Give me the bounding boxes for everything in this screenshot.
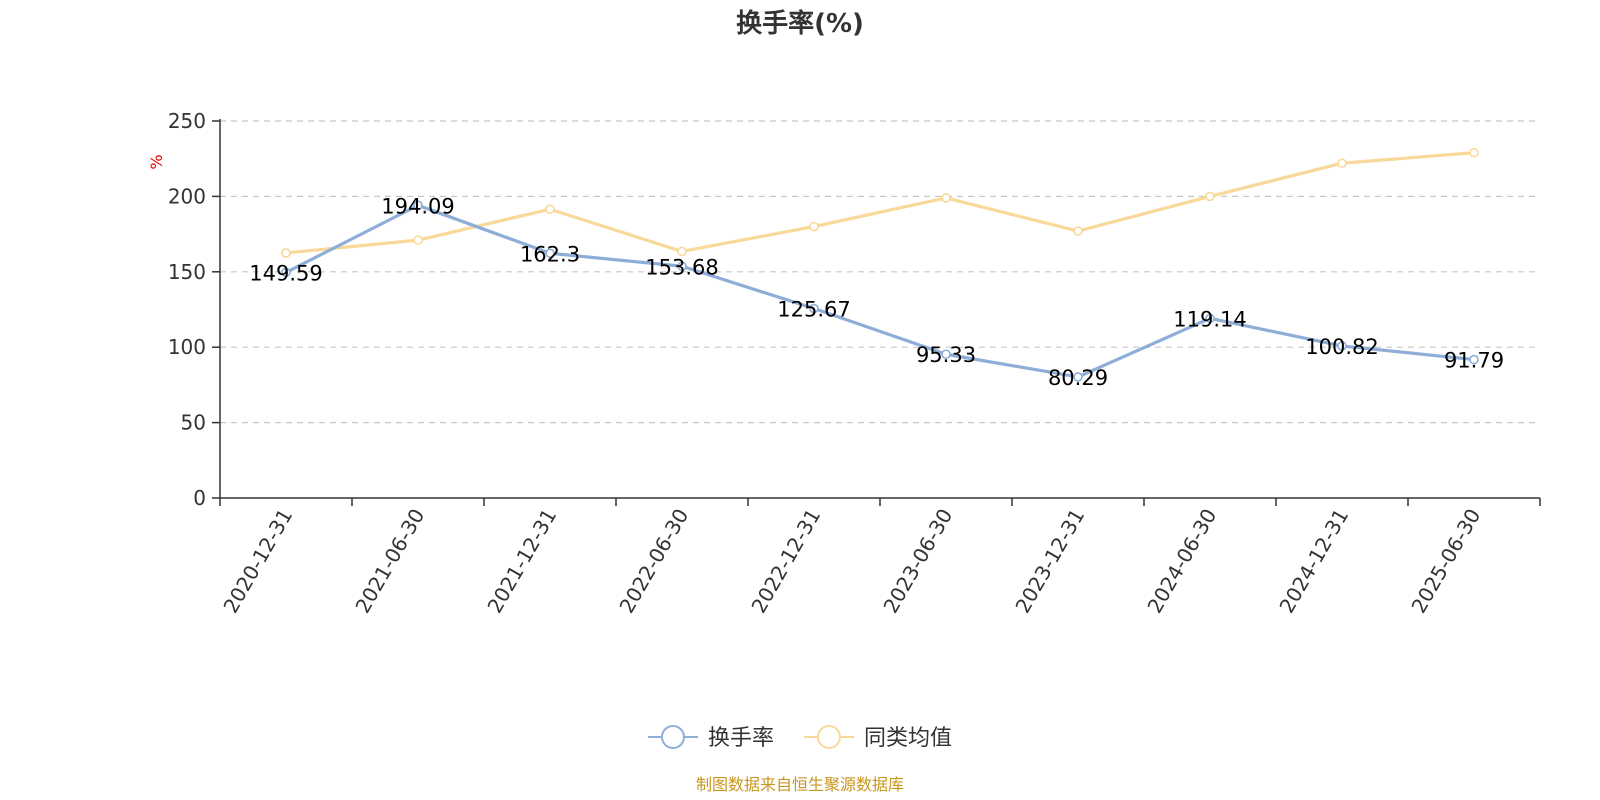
y-tick-label: 50	[181, 411, 206, 435]
legend-marker-0	[661, 725, 685, 749]
y-tick-label: 150	[168, 260, 206, 284]
data-point	[1337, 341, 1347, 351]
x-tick-label: 2022-06-30	[614, 505, 693, 618]
legend: 换手率 同类均值	[648, 725, 952, 751]
data-point	[941, 349, 951, 360]
y-tick-label: 200	[168, 184, 206, 208]
x-tick-label: 2025-06-30	[1406, 505, 1485, 618]
y-axis-unit: %	[147, 154, 166, 169]
data-label: 80.29	[1048, 366, 1108, 390]
axes: 0 50 100 150 200 250 2020-12-31 2021-06-30 2021-…	[168, 109, 1541, 618]
legend-label-0: 换手率	[708, 726, 774, 751]
data-point	[1337, 158, 1347, 169]
data-point	[281, 267, 291, 278]
x-tick-label: 2023-06-30	[878, 505, 957, 618]
data-point	[545, 204, 555, 215]
data-point	[1205, 313, 1215, 324]
legend-label-1: 同类均值	[864, 726, 952, 751]
data-point	[413, 200, 423, 211]
series-line-1	[285, 151, 1475, 255]
data-label: 194.09	[381, 194, 454, 218]
grid-lines	[220, 120, 1540, 424]
series-line-0	[285, 203, 1475, 379]
y-tick-label: 100	[168, 335, 206, 359]
data-point	[1205, 191, 1215, 202]
series-lines	[281, 147, 1479, 382]
x-tick-label: 2022-12-31	[746, 505, 825, 618]
data-point	[809, 221, 819, 232]
data-point	[281, 248, 291, 258]
x-tick-label: 2023-12-31	[1010, 505, 1089, 618]
data-labels: 149.59 194.09 162.3 153.68 125.67 95.33 80.29 1…	[249, 194, 1504, 390]
data-point	[545, 248, 555, 259]
data-label: 95.33	[916, 343, 976, 367]
data-point	[677, 246, 687, 257]
x-tick-label: 2020-12-31	[218, 505, 297, 618]
data-label: 91.79	[1444, 349, 1504, 373]
data-label: 119.14	[1173, 307, 1246, 331]
data-point	[941, 193, 951, 203]
data-point	[809, 303, 819, 314]
data-point	[1073, 372, 1083, 382]
data-point	[1469, 147, 1479, 158]
x-tick-label: 2024-12-31	[1274, 505, 1353, 618]
data-label: 125.67	[777, 297, 850, 321]
x-tick-label: 2021-12-31	[482, 505, 561, 618]
data-point	[1073, 226, 1083, 236]
x-tick-label: 2021-06-30	[350, 505, 429, 618]
y-tick-label: 250	[168, 109, 206, 133]
data-label: 162.3	[520, 242, 580, 266]
chart-title: 换手率(%)	[736, 8, 864, 39]
data-label: 153.68	[645, 255, 718, 279]
data-label: 100.82	[1305, 335, 1378, 359]
data-point	[413, 235, 423, 245]
y-tick-label: 0	[193, 486, 206, 510]
data-label: 149.59	[249, 261, 322, 285]
x-tick-label: 2024-06-30	[1142, 505, 1221, 618]
data-point	[677, 261, 687, 272]
legend-marker-1	[817, 725, 841, 749]
source-note: 制图数据来自恒生聚源数据库	[696, 775, 904, 794]
data-point	[1469, 354, 1479, 365]
